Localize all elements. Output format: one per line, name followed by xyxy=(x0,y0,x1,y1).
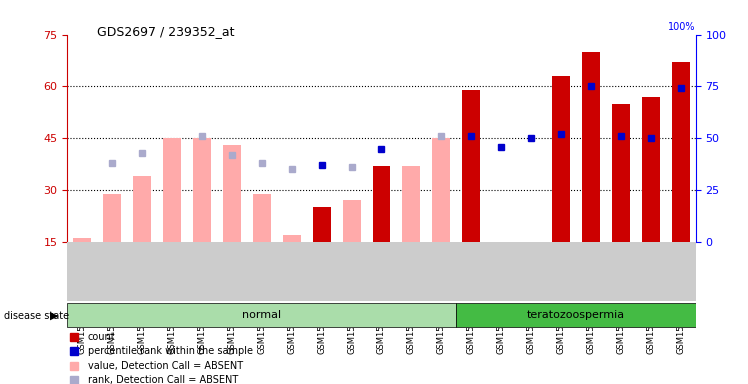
Bar xyxy=(163,138,181,242)
Text: rank, Detection Call = ABSENT: rank, Detection Call = ABSENT xyxy=(88,375,238,384)
Bar xyxy=(103,194,121,242)
Text: teratozoospermia: teratozoospermia xyxy=(527,310,625,320)
Bar xyxy=(253,194,271,242)
Bar xyxy=(193,138,211,242)
Bar xyxy=(313,207,331,242)
Bar xyxy=(432,138,450,242)
Text: disease state: disease state xyxy=(4,311,69,321)
Bar xyxy=(133,176,151,242)
Bar xyxy=(223,145,241,242)
Text: percentile rank within the sample: percentile rank within the sample xyxy=(88,346,253,356)
Text: count: count xyxy=(88,332,115,342)
Text: ▶: ▶ xyxy=(49,311,58,321)
Bar xyxy=(67,303,456,327)
Bar xyxy=(283,235,301,242)
Bar xyxy=(672,62,690,242)
Bar xyxy=(552,76,570,242)
Bar xyxy=(402,166,420,242)
Bar xyxy=(612,104,630,242)
Text: GDS2697 / 239352_at: GDS2697 / 239352_at xyxy=(97,25,235,38)
Text: value, Detection Call = ABSENT: value, Detection Call = ABSENT xyxy=(88,361,243,371)
Bar xyxy=(373,166,390,242)
Bar xyxy=(73,238,91,242)
Bar xyxy=(456,303,696,327)
Bar xyxy=(343,200,361,242)
Bar xyxy=(462,90,480,242)
Text: normal: normal xyxy=(242,310,281,320)
Text: 100%: 100% xyxy=(668,23,696,33)
Bar xyxy=(582,52,600,242)
Bar xyxy=(642,97,660,242)
